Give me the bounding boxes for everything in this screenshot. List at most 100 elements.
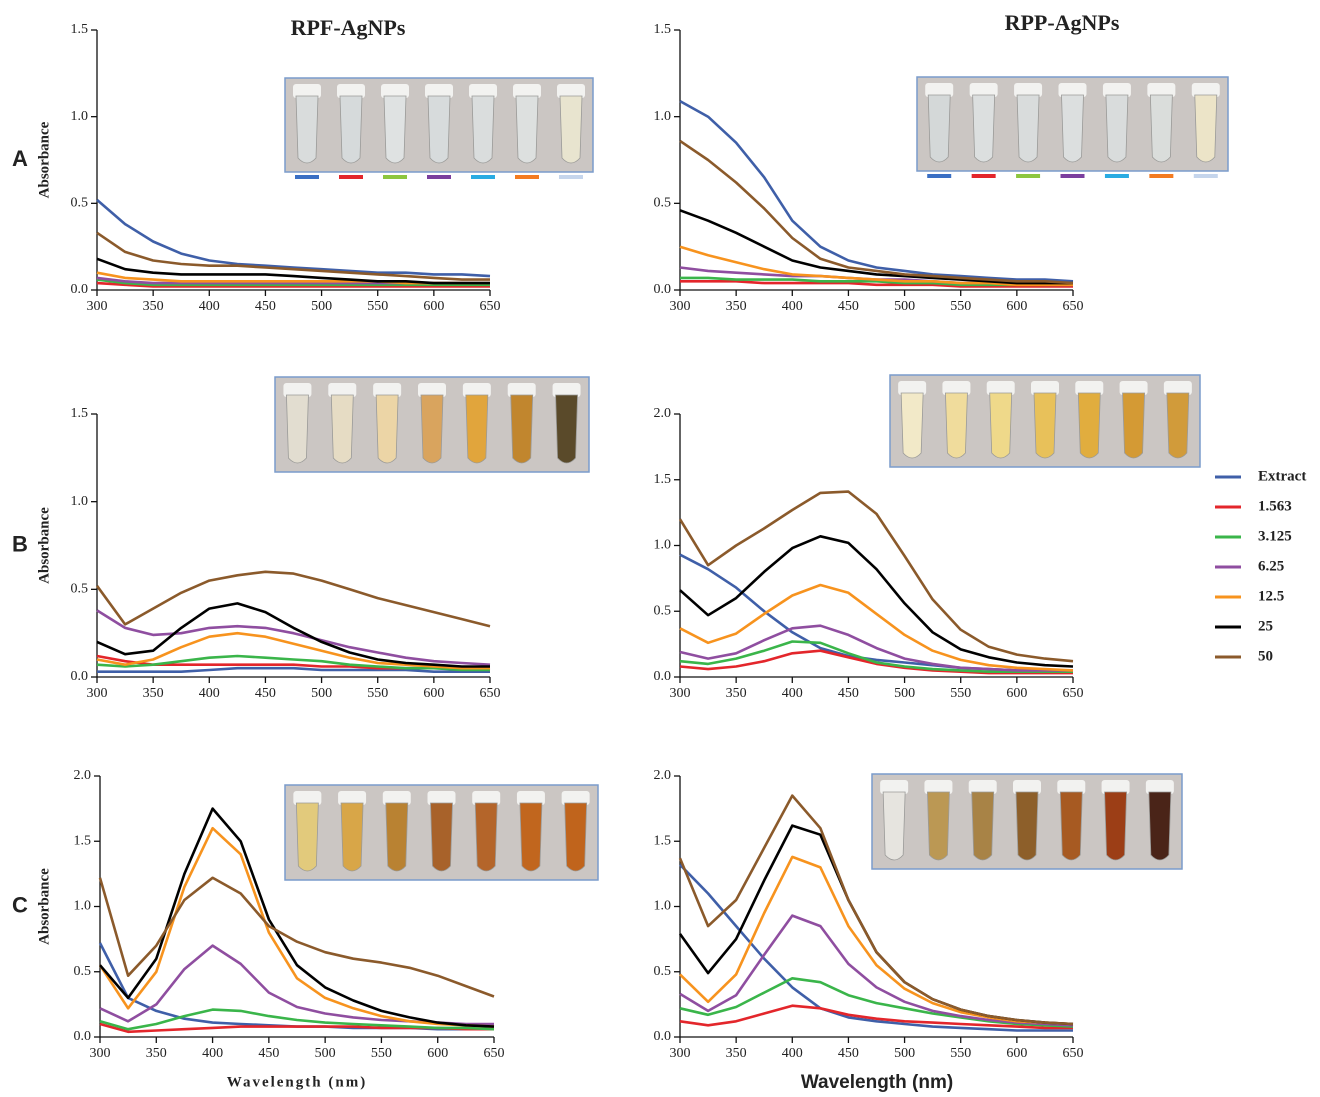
chart-panel: 0.0 0.5 1.0 1.5 2.0 300 350 400 450 500 550 600 650 C… (12, 768, 599, 1090)
tube-cap (1075, 381, 1104, 395)
tube-cap (1014, 83, 1043, 97)
tube-cap (472, 791, 501, 805)
tube-cap (1058, 83, 1087, 97)
y-tick-label: 0.5 (654, 196, 672, 211)
panel-label: A (12, 146, 28, 171)
series-line (679, 863, 1073, 1032)
y-tick-label: 1.0 (71, 494, 89, 509)
tube-cap (942, 381, 971, 395)
series-line (679, 855, 1074, 1026)
x-tick-label: 350 (143, 299, 164, 314)
series-line (96, 278, 490, 287)
tube (1148, 791, 1172, 861)
chart-panel: 0.0 0.5 1.0 1.5 2.0 300 350 400 450 500 550 600 650 W… (654, 768, 1183, 1093)
y-tick-label: 2.0 (654, 406, 672, 421)
tube-cap (1163, 381, 1192, 395)
color-bar (559, 175, 583, 179)
y-tick-label: 0.0 (654, 282, 672, 297)
legend-label: 25 (1258, 618, 1273, 634)
tube (971, 791, 995, 861)
x-tick-label: 450 (838, 299, 859, 314)
tube (1061, 94, 1084, 163)
x-tick-label: 500 (894, 299, 915, 314)
series-line (679, 640, 1073, 673)
tube-cap (516, 791, 545, 805)
x-tick-label: 400 (202, 1046, 223, 1061)
tube (383, 95, 407, 164)
y-tick-label: 0.5 (74, 964, 92, 979)
tube (375, 394, 399, 464)
series-line (96, 198, 491, 278)
tube-cap (986, 381, 1015, 395)
x-tick-label: 500 (894, 686, 915, 701)
chart-title: RPF-AgNPs (291, 15, 406, 40)
tube-cap (373, 383, 402, 397)
series-line (678, 794, 1074, 1026)
tube (900, 392, 924, 459)
x-tick-label: 650 (484, 1046, 505, 1061)
x-tick-label: 400 (199, 686, 220, 701)
color-bar (1104, 174, 1129, 178)
series-line (96, 654, 490, 672)
y-tick-label: 0.5 (654, 603, 672, 618)
x-tick-label: 450 (838, 686, 859, 701)
x-tick-label: 500 (311, 299, 332, 314)
y-tick-label: 1.5 (74, 833, 92, 848)
x-tick-label: 500 (315, 1046, 336, 1061)
tube-cap (338, 791, 367, 805)
x-tick-label: 300 (670, 299, 691, 314)
tube (927, 791, 950, 861)
series-line (97, 666, 490, 673)
x-tick-label: 650 (480, 686, 501, 701)
x-tick-label: 600 (423, 299, 444, 314)
y-tick-label: 1.5 (654, 22, 672, 37)
series-line (679, 1004, 1073, 1030)
tube (972, 94, 996, 163)
legend-label: 3.125 (1258, 528, 1292, 544)
y-tick-label: 0.0 (74, 1029, 92, 1044)
tube (945, 392, 968, 459)
x-tick-label: 450 (255, 299, 276, 314)
y-tick-label: 2.0 (74, 768, 92, 783)
x-tick-label: 450 (258, 1046, 279, 1061)
tube-cap (924, 780, 953, 794)
tube-cap (462, 383, 491, 397)
tube (1077, 392, 1101, 459)
series-line (99, 1008, 495, 1031)
tube (1166, 392, 1190, 459)
series-line (679, 99, 1074, 283)
series-line (679, 649, 1073, 675)
tube (385, 802, 409, 872)
tube-cap (418, 383, 446, 397)
tube-cap (427, 791, 456, 805)
tube-cap (557, 84, 585, 98)
x-tick-label: 300 (670, 1046, 691, 1061)
series-line (679, 583, 1074, 672)
y-axis-label: Absorbance (36, 507, 52, 584)
tube-cap (552, 383, 581, 397)
x-tick-label: 650 (1063, 299, 1084, 314)
y-tick-label: 1.0 (654, 538, 672, 553)
tube (330, 394, 354, 464)
x-tick-label: 400 (782, 686, 803, 701)
x-tick-label: 350 (726, 686, 747, 701)
series-line (98, 826, 495, 1028)
tube (474, 802, 498, 872)
tube (510, 394, 534, 464)
series-line (679, 977, 1074, 1028)
tube (286, 394, 309, 464)
tube (471, 95, 495, 164)
x-tick-label: 550 (367, 686, 388, 701)
series-line (98, 942, 494, 1031)
y-tick-label: 0.5 (71, 196, 89, 211)
y-tick-label: 1.0 (654, 109, 672, 124)
tube-cap (1145, 780, 1174, 794)
y-axis-label: Absorbance (36, 868, 52, 945)
y-tick-label: 0.5 (654, 964, 672, 979)
tube (1015, 791, 1039, 861)
chart-panel: 0.0 0.5 1.0 1.5 300 350 400 450 500 550 600 650 RPF-… (12, 15, 594, 314)
y-tick-label: 0.0 (654, 1029, 672, 1044)
tube-cap (293, 791, 322, 805)
x-tick-label: 600 (1006, 686, 1027, 701)
color-bar (1060, 174, 1085, 178)
